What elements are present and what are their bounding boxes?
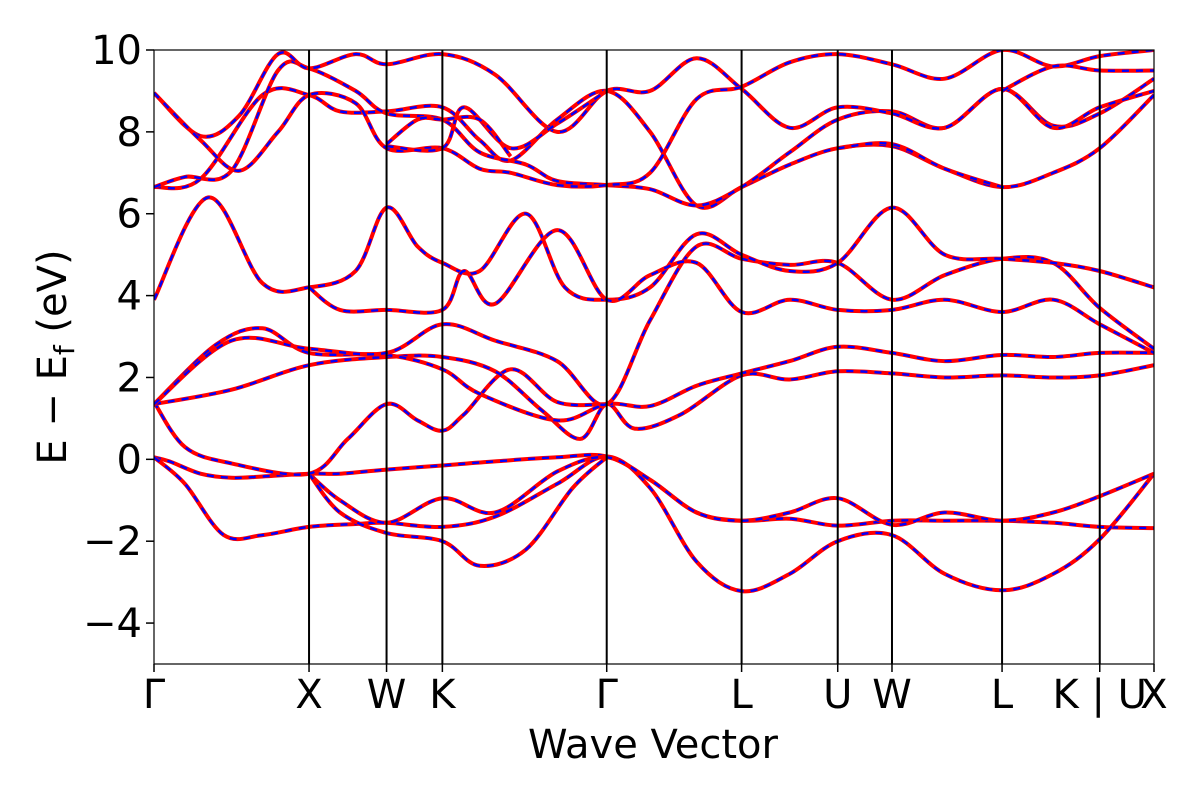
band-line-blue-3 <box>308 456 608 568</box>
band-line-blue-8 <box>154 196 1154 301</box>
plot-frame <box>153 49 1155 665</box>
y-tick-label: −4 <box>83 601 142 647</box>
band-line-blue-6 <box>154 326 1154 422</box>
y-tick-label: 4 <box>117 274 142 320</box>
y-tick-label: 6 <box>117 192 142 238</box>
x-tick-label: L <box>730 672 753 718</box>
band-line-blue-2 <box>308 455 1154 527</box>
x-tick-label: X <box>295 672 322 718</box>
x-tick-label: U <box>823 672 852 718</box>
band-line-blue-5 <box>154 354 1154 441</box>
x-tick-label: Γ <box>596 672 619 718</box>
y-tick-label: 0 <box>117 437 142 483</box>
y-tick-label: −2 <box>83 519 142 565</box>
y-axis-label-sub: f <box>48 344 81 355</box>
y-tick-label: 10 <box>91 28 142 74</box>
bands-layer <box>154 50 1154 594</box>
x-tick-label: W <box>872 672 912 718</box>
band-line-red-11 <box>154 59 1154 208</box>
y-axis-label-unit: (eV) <box>30 249 76 345</box>
band-line-blue-14 <box>386 89 608 152</box>
x-tick-label: Γ <box>143 672 166 718</box>
kpoint-lines <box>308 50 1101 664</box>
y-tick-label: 8 <box>117 110 142 156</box>
band-line-blue-0 <box>154 453 1154 530</box>
band-line-blue-16 <box>837 142 1003 189</box>
x-tick-label: K | U <box>1053 672 1147 718</box>
band-line-blue-7 <box>154 242 1154 406</box>
x-tick-label: W <box>367 672 407 718</box>
y-axis-label: E − Ef (eV) <box>30 249 81 464</box>
band-line-red-7 <box>154 241 1154 407</box>
x-axis-label: Wave Vector <box>528 722 779 768</box>
y-axis-label-main: E − E <box>30 355 76 465</box>
band-line-blue-1 <box>154 455 1154 593</box>
band-line-blue-13 <box>154 50 1154 188</box>
y-tick-label: 2 <box>117 355 142 401</box>
band-line-blue-4 <box>154 368 607 476</box>
band-line-red-1 <box>154 454 1154 594</box>
x-tick-label: X <box>1140 672 1167 718</box>
band-line-red-13 <box>154 50 1154 189</box>
band-line-blue-15 <box>385 115 512 158</box>
band-line-blue-12 <box>154 51 1154 138</box>
y-ticks: −4 −2 0 2 4 6 8 10 <box>83 28 154 647</box>
x-tick-label: L <box>991 672 1014 718</box>
band-line-blue-9 <box>308 228 1154 354</box>
band-line-blue-11 <box>154 60 1154 207</box>
x-tick-label: K <box>429 672 457 718</box>
band-line-red-17 <box>1001 63 1154 93</box>
band-line-red-16 <box>837 141 1003 190</box>
